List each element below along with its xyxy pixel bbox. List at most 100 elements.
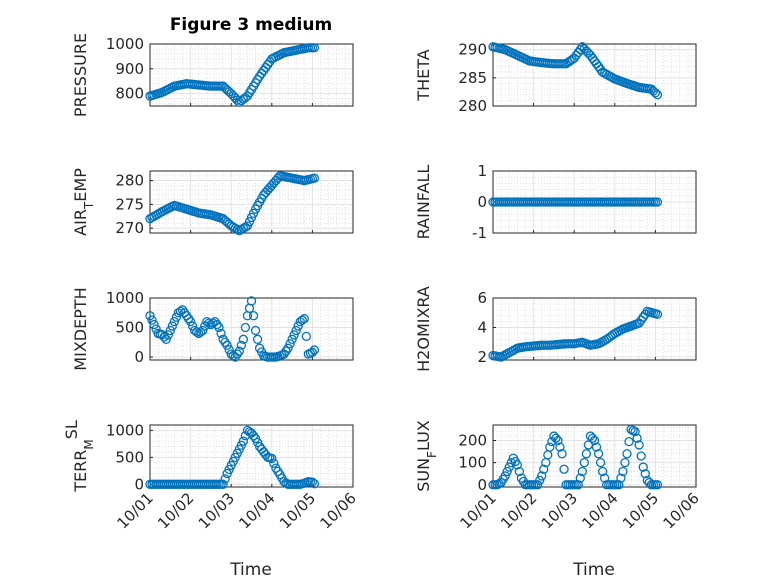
data-point xyxy=(620,457,630,468)
data-point xyxy=(220,474,230,484)
x-axis-label-left: Time xyxy=(229,560,272,580)
y-tick-label: 0 xyxy=(477,476,487,494)
data-point xyxy=(650,88,661,98)
axes-box xyxy=(149,170,354,234)
y-tick-label: 6 xyxy=(477,289,487,307)
data-point xyxy=(291,325,301,336)
data-point xyxy=(161,334,171,344)
data-point xyxy=(575,44,585,55)
figure-title: Figure 3 medium xyxy=(170,15,332,35)
data-point xyxy=(504,462,514,472)
data-point xyxy=(500,471,510,481)
axes-box xyxy=(149,297,354,361)
y-axis-label: THETA xyxy=(414,49,433,101)
data-point xyxy=(638,462,648,472)
data-point xyxy=(634,440,644,450)
data-point xyxy=(535,475,545,486)
data-point xyxy=(234,346,244,356)
data-point xyxy=(240,322,251,333)
data-point xyxy=(622,449,632,459)
axes-box xyxy=(492,297,697,361)
data-point xyxy=(165,325,175,336)
data-point xyxy=(309,345,320,355)
y-tick-label: 0 xyxy=(134,475,144,493)
y-tick-label: 100 xyxy=(458,454,487,472)
data-point xyxy=(506,457,516,468)
y-tick-label: 900 xyxy=(115,60,144,78)
x-axis-label-right: Time xyxy=(572,560,615,580)
data-point xyxy=(299,314,309,324)
data-point xyxy=(593,449,604,459)
y-tick-label: 1000 xyxy=(106,289,144,307)
data-point xyxy=(246,296,257,306)
y-tick-label: 200 xyxy=(458,432,487,450)
data-point xyxy=(616,473,626,483)
y-axis-label: RAINFALL xyxy=(414,165,433,240)
data-point xyxy=(222,340,232,350)
data-point xyxy=(208,318,218,328)
y-tick-label: 0 xyxy=(477,193,487,211)
subplot-3: -1 0 1 RAINFALL xyxy=(414,162,697,242)
data-point xyxy=(591,442,602,452)
data-point xyxy=(238,334,249,344)
data-point xyxy=(652,309,663,319)
data-point xyxy=(307,477,318,487)
data-point xyxy=(652,197,663,207)
data-point xyxy=(579,457,589,468)
data-point xyxy=(559,464,569,474)
data-point xyxy=(145,311,155,321)
data-point xyxy=(198,325,208,336)
data-point xyxy=(597,466,608,477)
data-point xyxy=(309,173,320,183)
data-point xyxy=(214,322,224,333)
subplot-0: 800 900 1000 PRESSURE xyxy=(71,33,354,117)
data-point xyxy=(149,319,159,330)
y-tick-label: 270 xyxy=(115,219,144,237)
subplot-5: 2 4 6 H2OMIXRA xyxy=(414,286,697,372)
data-point xyxy=(533,480,543,490)
subplot-4: 0 500 1000 MIXDEPTH xyxy=(71,287,354,371)
data-point xyxy=(618,466,628,477)
data-point xyxy=(238,436,249,446)
axes-box xyxy=(149,43,354,107)
y-tick-label: 0 xyxy=(134,348,144,366)
data-point xyxy=(167,321,177,331)
y-tick-label: 1000 xyxy=(106,421,144,439)
y-tick-label: 500 xyxy=(115,448,144,466)
data-point xyxy=(636,451,646,461)
data-point xyxy=(250,325,261,336)
data-point xyxy=(587,433,598,443)
plot-area xyxy=(150,171,353,233)
data-point xyxy=(287,334,297,344)
data-point xyxy=(147,315,157,325)
data-point xyxy=(218,479,228,489)
data-point xyxy=(248,431,259,441)
y-axis-label: H2OMIXRA xyxy=(414,286,433,372)
data-point xyxy=(269,458,279,468)
data-point xyxy=(573,480,583,490)
data-point xyxy=(163,330,173,340)
data-point xyxy=(557,449,567,459)
data-point xyxy=(575,473,585,483)
data-point xyxy=(577,466,587,477)
data-point xyxy=(624,436,634,447)
data-point xyxy=(285,339,295,349)
y-tick-label: 280 xyxy=(458,97,487,115)
data-point xyxy=(630,426,640,437)
data-point xyxy=(589,435,600,446)
data-point xyxy=(537,471,547,481)
data-point xyxy=(652,480,663,490)
y-tick-label: 800 xyxy=(115,85,144,103)
y-axis-label: MIXDEPTH xyxy=(71,287,90,370)
data-point xyxy=(652,90,663,100)
data-point xyxy=(283,343,293,353)
data-point xyxy=(539,464,549,474)
data-point xyxy=(632,433,642,443)
data-point xyxy=(307,347,318,357)
data-point xyxy=(232,95,242,105)
data-point xyxy=(248,311,259,321)
data-point xyxy=(555,442,565,452)
y-tick-label: 280 xyxy=(115,172,144,190)
